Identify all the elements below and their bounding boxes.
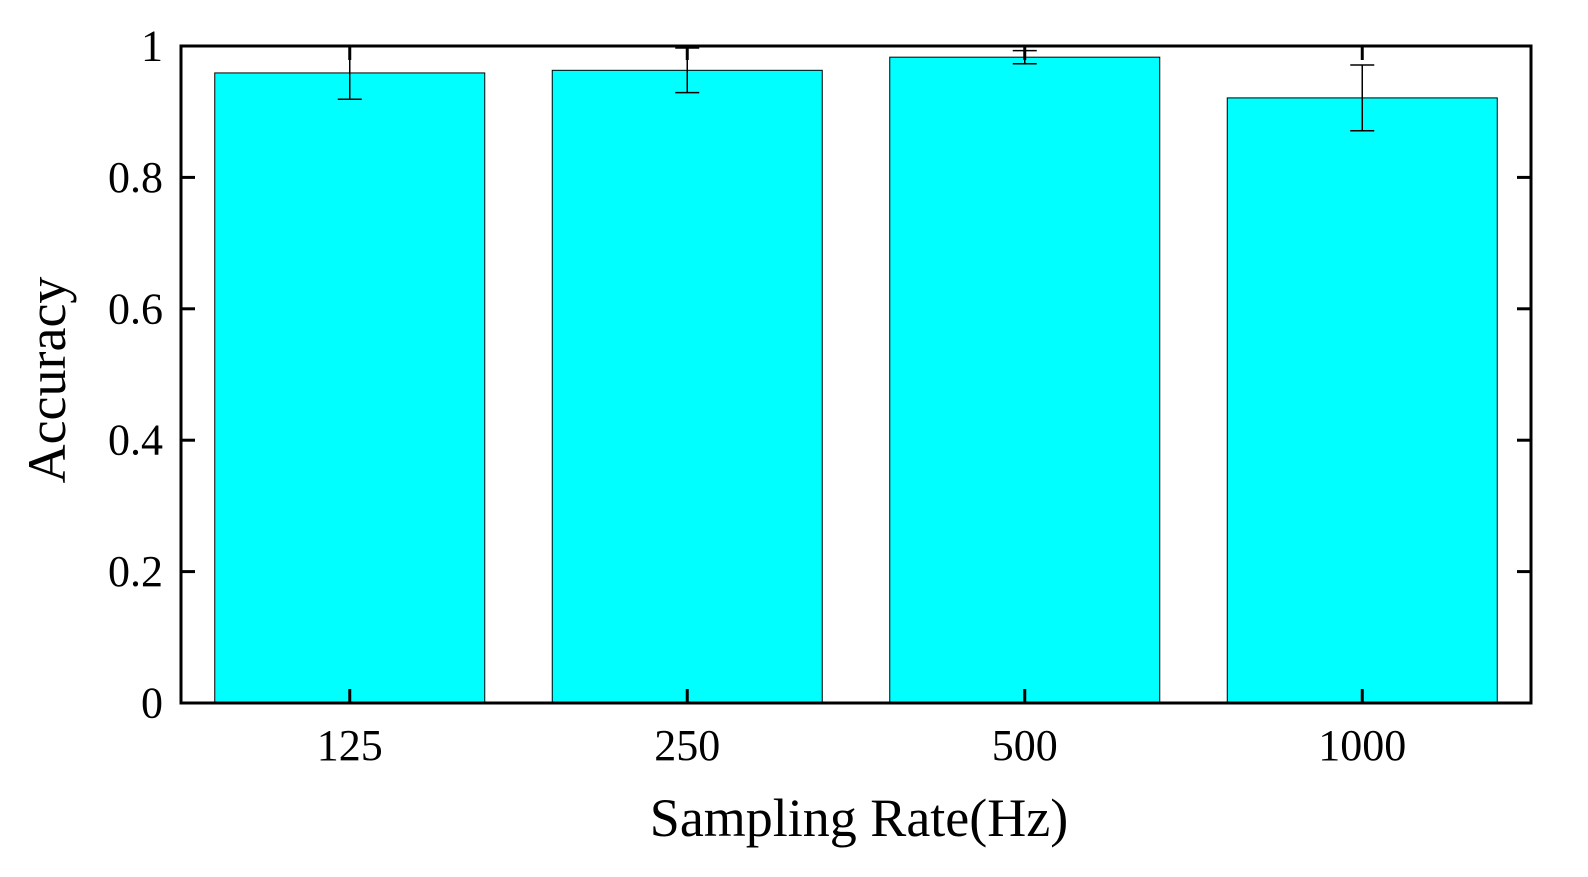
y-tick-label: 0.4 — [108, 416, 163, 465]
x-tick-label: 1000 — [1318, 721, 1406, 770]
x-tick-label: 250 — [654, 721, 720, 770]
x-tick-label: 125 — [317, 721, 383, 770]
y-tick-label: 0 — [141, 679, 163, 728]
error-bar-1000 — [1350, 64, 1375, 132]
error-bars-layer — [337, 45, 1375, 132]
y-tick-label: 0.8 — [108, 153, 163, 202]
y-axis-title: Accuracy — [17, 277, 77, 484]
bars-layer — [214, 56, 1498, 704]
bar-250 — [551, 69, 823, 704]
bar-1000 — [1226, 97, 1498, 704]
x-axis-title: Sampling Rate(Hz) — [650, 788, 1068, 848]
y-axis-ticks: 0 0.2 0.4 0.6 0.8 1 — [108, 22, 1531, 728]
y-tick-label: 0.6 — [108, 284, 163, 333]
plot-frame — [179, 44, 1533, 705]
y-tick-label: 1 — [141, 22, 163, 71]
x-axis-ticks: 125 250 500 1000 — [317, 46, 1406, 770]
y-tick-label: 0.2 — [108, 547, 163, 596]
bar-125 — [214, 72, 486, 704]
bar-500 — [889, 56, 1161, 704]
axes-box — [179, 44, 1533, 705]
x-tick-label: 500 — [992, 721, 1058, 770]
